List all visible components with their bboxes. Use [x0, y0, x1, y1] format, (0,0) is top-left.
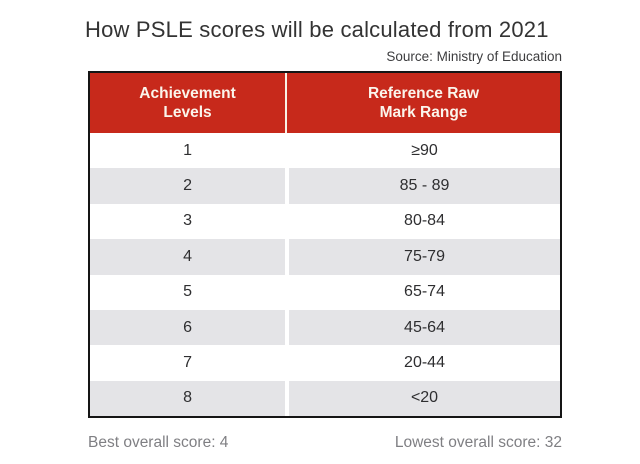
cell-level: 2 — [90, 168, 286, 204]
cell-level: 3 — [183, 212, 192, 230]
cell-range: 65-74 — [285, 274, 560, 310]
cell-range: 20-44 — [285, 345, 560, 381]
cell-range: ≥90 — [285, 133, 560, 169]
table-row: 1 ≥90 — [90, 133, 560, 169]
cell-level: 6 — [90, 309, 286, 346]
cell-level: 8 — [90, 380, 286, 416]
cell-level: 1 — [183, 141, 192, 159]
table-row: 5 65-74 — [90, 274, 560, 310]
header-cell-mark-range: Reference Raw Mark Range — [285, 73, 560, 133]
table-body: 1 ≥90 2 85 - 89 3 80-84 4 75-79 5 65-74 … — [90, 133, 560, 416]
table-row: 7 20-44 — [90, 345, 560, 381]
cell-level: 7 — [183, 353, 192, 371]
table-row: 4 75-79 — [90, 239, 560, 275]
cell-level: 4 — [90, 239, 286, 275]
page-title: How PSLE scores will be calculated from … — [85, 17, 549, 42]
note-lowest-score: Lowest overall score: 32 — [394, 434, 562, 451]
cell-level: 5 — [183, 283, 192, 301]
cell-range: 75-79 — [285, 239, 560, 275]
table-header-row: Achievement Levels Reference Raw Mark Ra… — [90, 73, 560, 133]
cell-range: 85 - 89 — [285, 168, 560, 204]
cell-range: <20 — [285, 380, 560, 416]
header-cell-achievement-levels: Achievement Levels — [139, 85, 236, 121]
cell-range: 45-64 — [285, 309, 560, 346]
cell-range: 80-84 — [285, 203, 560, 240]
table-row: 8 <20 — [90, 380, 560, 416]
table-row: 2 85 - 89 — [90, 168, 560, 204]
table-row: 6 45-64 — [90, 309, 560, 346]
source-attribution: Source: Ministry of Education — [386, 49, 562, 64]
psle-score-table: Achievement Levels Reference Raw Mark Ra… — [88, 71, 562, 418]
table-row: 3 80-84 — [90, 203, 560, 240]
note-best-score: Best overall score: 4 — [88, 434, 229, 451]
